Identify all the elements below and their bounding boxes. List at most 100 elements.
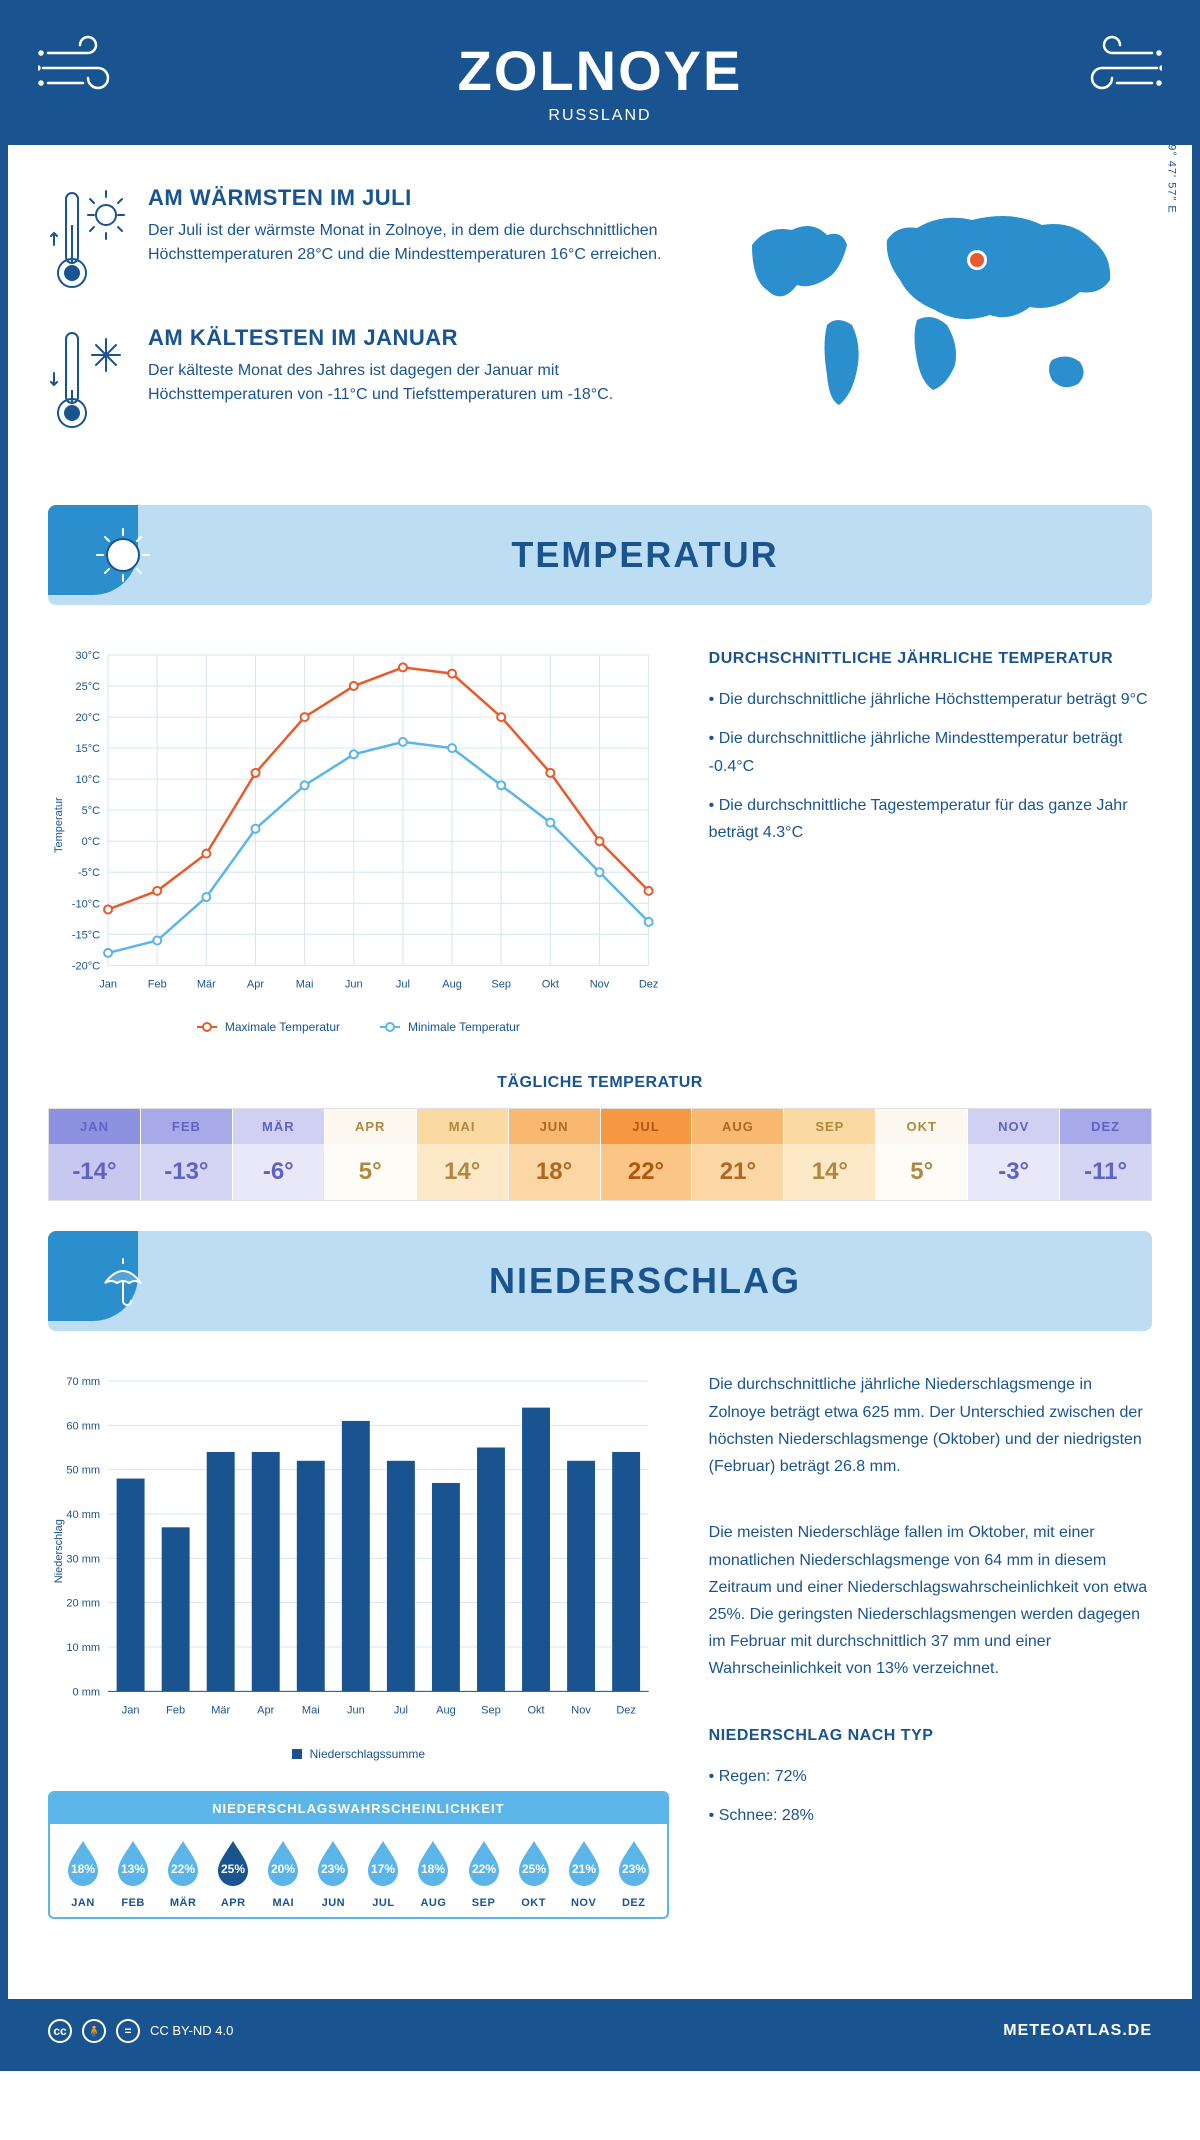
city-title: ZOLNOYE: [8, 38, 1192, 103]
by-icon: 🧍: [82, 2019, 106, 2043]
precip-prob-cell: 23%JUN: [308, 1838, 358, 1909]
warmest-block: AM WÄRMSTEN IM JULI Der Juli ist der wär…: [48, 185, 702, 295]
coordinates: SAMARA 53° 26' 40" N — 49° 47' 57" E: [1166, 0, 1178, 214]
daily-cell: MAI14°: [417, 1109, 509, 1200]
precipitation-legend: Niederschlagssumme: [48, 1747, 669, 1761]
footer: cc 🧍 = CC BY-ND 4.0 METEOATLAS.DE: [8, 1999, 1192, 2063]
precip-prob-cell: 21%NOV: [559, 1838, 609, 1909]
coldest-text: Der kälteste Monat des Jahres ist dagege…: [148, 359, 702, 407]
precip-prob-cell: 17%JUL: [358, 1838, 408, 1909]
precip-prob-cell: 20%MAI: [258, 1838, 308, 1909]
precipitation-bar-chart: 0 mm 10 mm 20 mm 30 mm 40 mm 50 mm 60 mm 70 mm J…: [48, 1371, 669, 1731]
svg-text:Mai: Mai: [296, 978, 314, 990]
svg-text:Mär: Mär: [197, 978, 216, 990]
thermometer-snow-icon: [48, 325, 128, 435]
svg-text:30 mm: 30 mm: [66, 1554, 100, 1566]
svg-text:Sep: Sep: [481, 1705, 501, 1717]
precip-prob-cell: 22%MÄR: [158, 1838, 208, 1909]
country-subtitle: RUSSLAND: [8, 107, 1192, 125]
svg-text:10 mm: 10 mm: [66, 1642, 100, 1654]
svg-text:Dez: Dez: [616, 1705, 636, 1717]
svg-text:Feb: Feb: [148, 978, 167, 990]
daily-cell: SEP14°: [784, 1109, 876, 1200]
daily-cell: JAN-14°: [49, 1109, 141, 1200]
svg-text:Jun: Jun: [347, 1705, 365, 1717]
daily-cell: FEB-13°: [141, 1109, 233, 1200]
svg-text:15°C: 15°C: [75, 743, 100, 755]
temperature-summary: DURCHSCHNITTLICHE JÄHRLICHE TEMPERATUR •…: [709, 645, 1152, 1034]
precipitation-summary: Die durchschnittliche jährliche Niedersc…: [709, 1371, 1152, 1918]
svg-text:Niederschlag: Niederschlag: [53, 1519, 65, 1583]
svg-text:Aug: Aug: [436, 1705, 456, 1717]
svg-text:13%: 13%: [121, 1862, 145, 1876]
svg-text:70 mm: 70 mm: [66, 1376, 100, 1388]
svg-text:0 mm: 0 mm: [73, 1687, 101, 1699]
coldest-block: AM KÄLTESTEN IM JANUAR Der kälteste Mona…: [48, 325, 702, 435]
svg-text:10°C: 10°C: [75, 774, 100, 786]
svg-text:Jul: Jul: [394, 1705, 408, 1717]
svg-text:18%: 18%: [421, 1862, 445, 1876]
daily-cell: AUG21°: [692, 1109, 784, 1200]
daily-temperature-table: JAN-14°FEB-13°MÄR-6°APR5°MAI14°JUN18°JUL…: [48, 1108, 1152, 1201]
svg-text:-5°C: -5°C: [78, 867, 100, 879]
svg-text:40 mm: 40 mm: [66, 1509, 100, 1521]
svg-text:-15°C: -15°C: [72, 929, 100, 941]
header: ZOLNOYE RUSSLAND: [8, 8, 1192, 145]
warmest-text: Der Juli ist der wärmste Monat in Zolnoy…: [148, 219, 702, 267]
daily-cell: JUL22°: [601, 1109, 693, 1200]
svg-text:Feb: Feb: [166, 1705, 185, 1717]
svg-text:25%: 25%: [221, 1862, 245, 1876]
svg-text:20%: 20%: [271, 1862, 295, 1876]
daily-cell: MÄR-6°: [233, 1109, 325, 1200]
precipitation-heading: NIEDERSCHLAG: [168, 1260, 1122, 1302]
svg-text:Jun: Jun: [345, 978, 363, 990]
thermometer-sun-icon: [48, 185, 128, 295]
precip-prob-cell: 13%FEB: [108, 1838, 158, 1909]
section-banner-temperature: TEMPERATUR: [48, 505, 1152, 605]
svg-text:Apr: Apr: [247, 978, 264, 990]
wind-icon: [38, 28, 138, 98]
svg-text:Sep: Sep: [491, 978, 511, 990]
daily-cell: APR5°: [325, 1109, 417, 1200]
svg-text:Okt: Okt: [527, 1705, 544, 1717]
section-banner-precipitation: NIEDERSCHLAG: [48, 1231, 1152, 1331]
svg-text:0°C: 0°C: [82, 836, 101, 848]
precip-prob-cell: 25%OKT: [509, 1838, 559, 1909]
daily-cell: JUN18°: [509, 1109, 601, 1200]
svg-text:5°C: 5°C: [82, 805, 101, 817]
license: cc 🧍 = CC BY-ND 4.0: [48, 2019, 233, 2043]
svg-text:25%: 25%: [522, 1862, 546, 1876]
svg-text:Dez: Dez: [639, 978, 659, 990]
daily-cell: DEZ-11°: [1060, 1109, 1151, 1200]
svg-text:20°C: 20°C: [75, 712, 100, 724]
precip-prob-cell: 22%SEP: [459, 1838, 509, 1909]
svg-text:Okt: Okt: [542, 978, 559, 990]
svg-text:60 mm: 60 mm: [66, 1421, 100, 1433]
svg-text:-10°C: -10°C: [72, 898, 100, 910]
precip-prob-cell: 18%JAN: [58, 1838, 108, 1909]
temperature-line-chart: -20°C-15°C-10°C-5°C0°C5°C10°C15°C20°C25°…: [48, 645, 669, 1005]
world-map: SAMARA 53° 26' 40" N — 49° 47' 57" E: [732, 185, 1152, 465]
precip-prob-cell: 23%DEZ: [609, 1838, 659, 1909]
svg-text:23%: 23%: [622, 1862, 646, 1876]
wind-icon: [1062, 28, 1162, 98]
svg-text:17%: 17%: [371, 1862, 395, 1876]
svg-text:Nov: Nov: [590, 978, 610, 990]
daily-cell: OKT5°: [876, 1109, 968, 1200]
svg-text:23%: 23%: [321, 1862, 345, 1876]
daily-cell: NOV-3°: [968, 1109, 1060, 1200]
svg-text:Aug: Aug: [442, 978, 462, 990]
svg-text:Jan: Jan: [99, 978, 117, 990]
svg-text:22%: 22%: [472, 1862, 496, 1876]
svg-text:25°C: 25°C: [75, 681, 100, 693]
precip-prob-cell: 25%APR: [208, 1838, 258, 1909]
daily-temperature-title: TÄGLICHE TEMPERATUR: [48, 1074, 1152, 1092]
svg-text:Mai: Mai: [302, 1705, 320, 1717]
umbrella-icon: [93, 1251, 153, 1311]
cc-icon: cc: [48, 2019, 72, 2043]
svg-text:18%: 18%: [71, 1862, 95, 1876]
warmest-title: AM WÄRMSTEN IM JULI: [148, 185, 702, 211]
svg-text:50 mm: 50 mm: [66, 1465, 100, 1477]
brand: METEOATLAS.DE: [1003, 2022, 1152, 2040]
svg-text:20 mm: 20 mm: [66, 1598, 100, 1610]
